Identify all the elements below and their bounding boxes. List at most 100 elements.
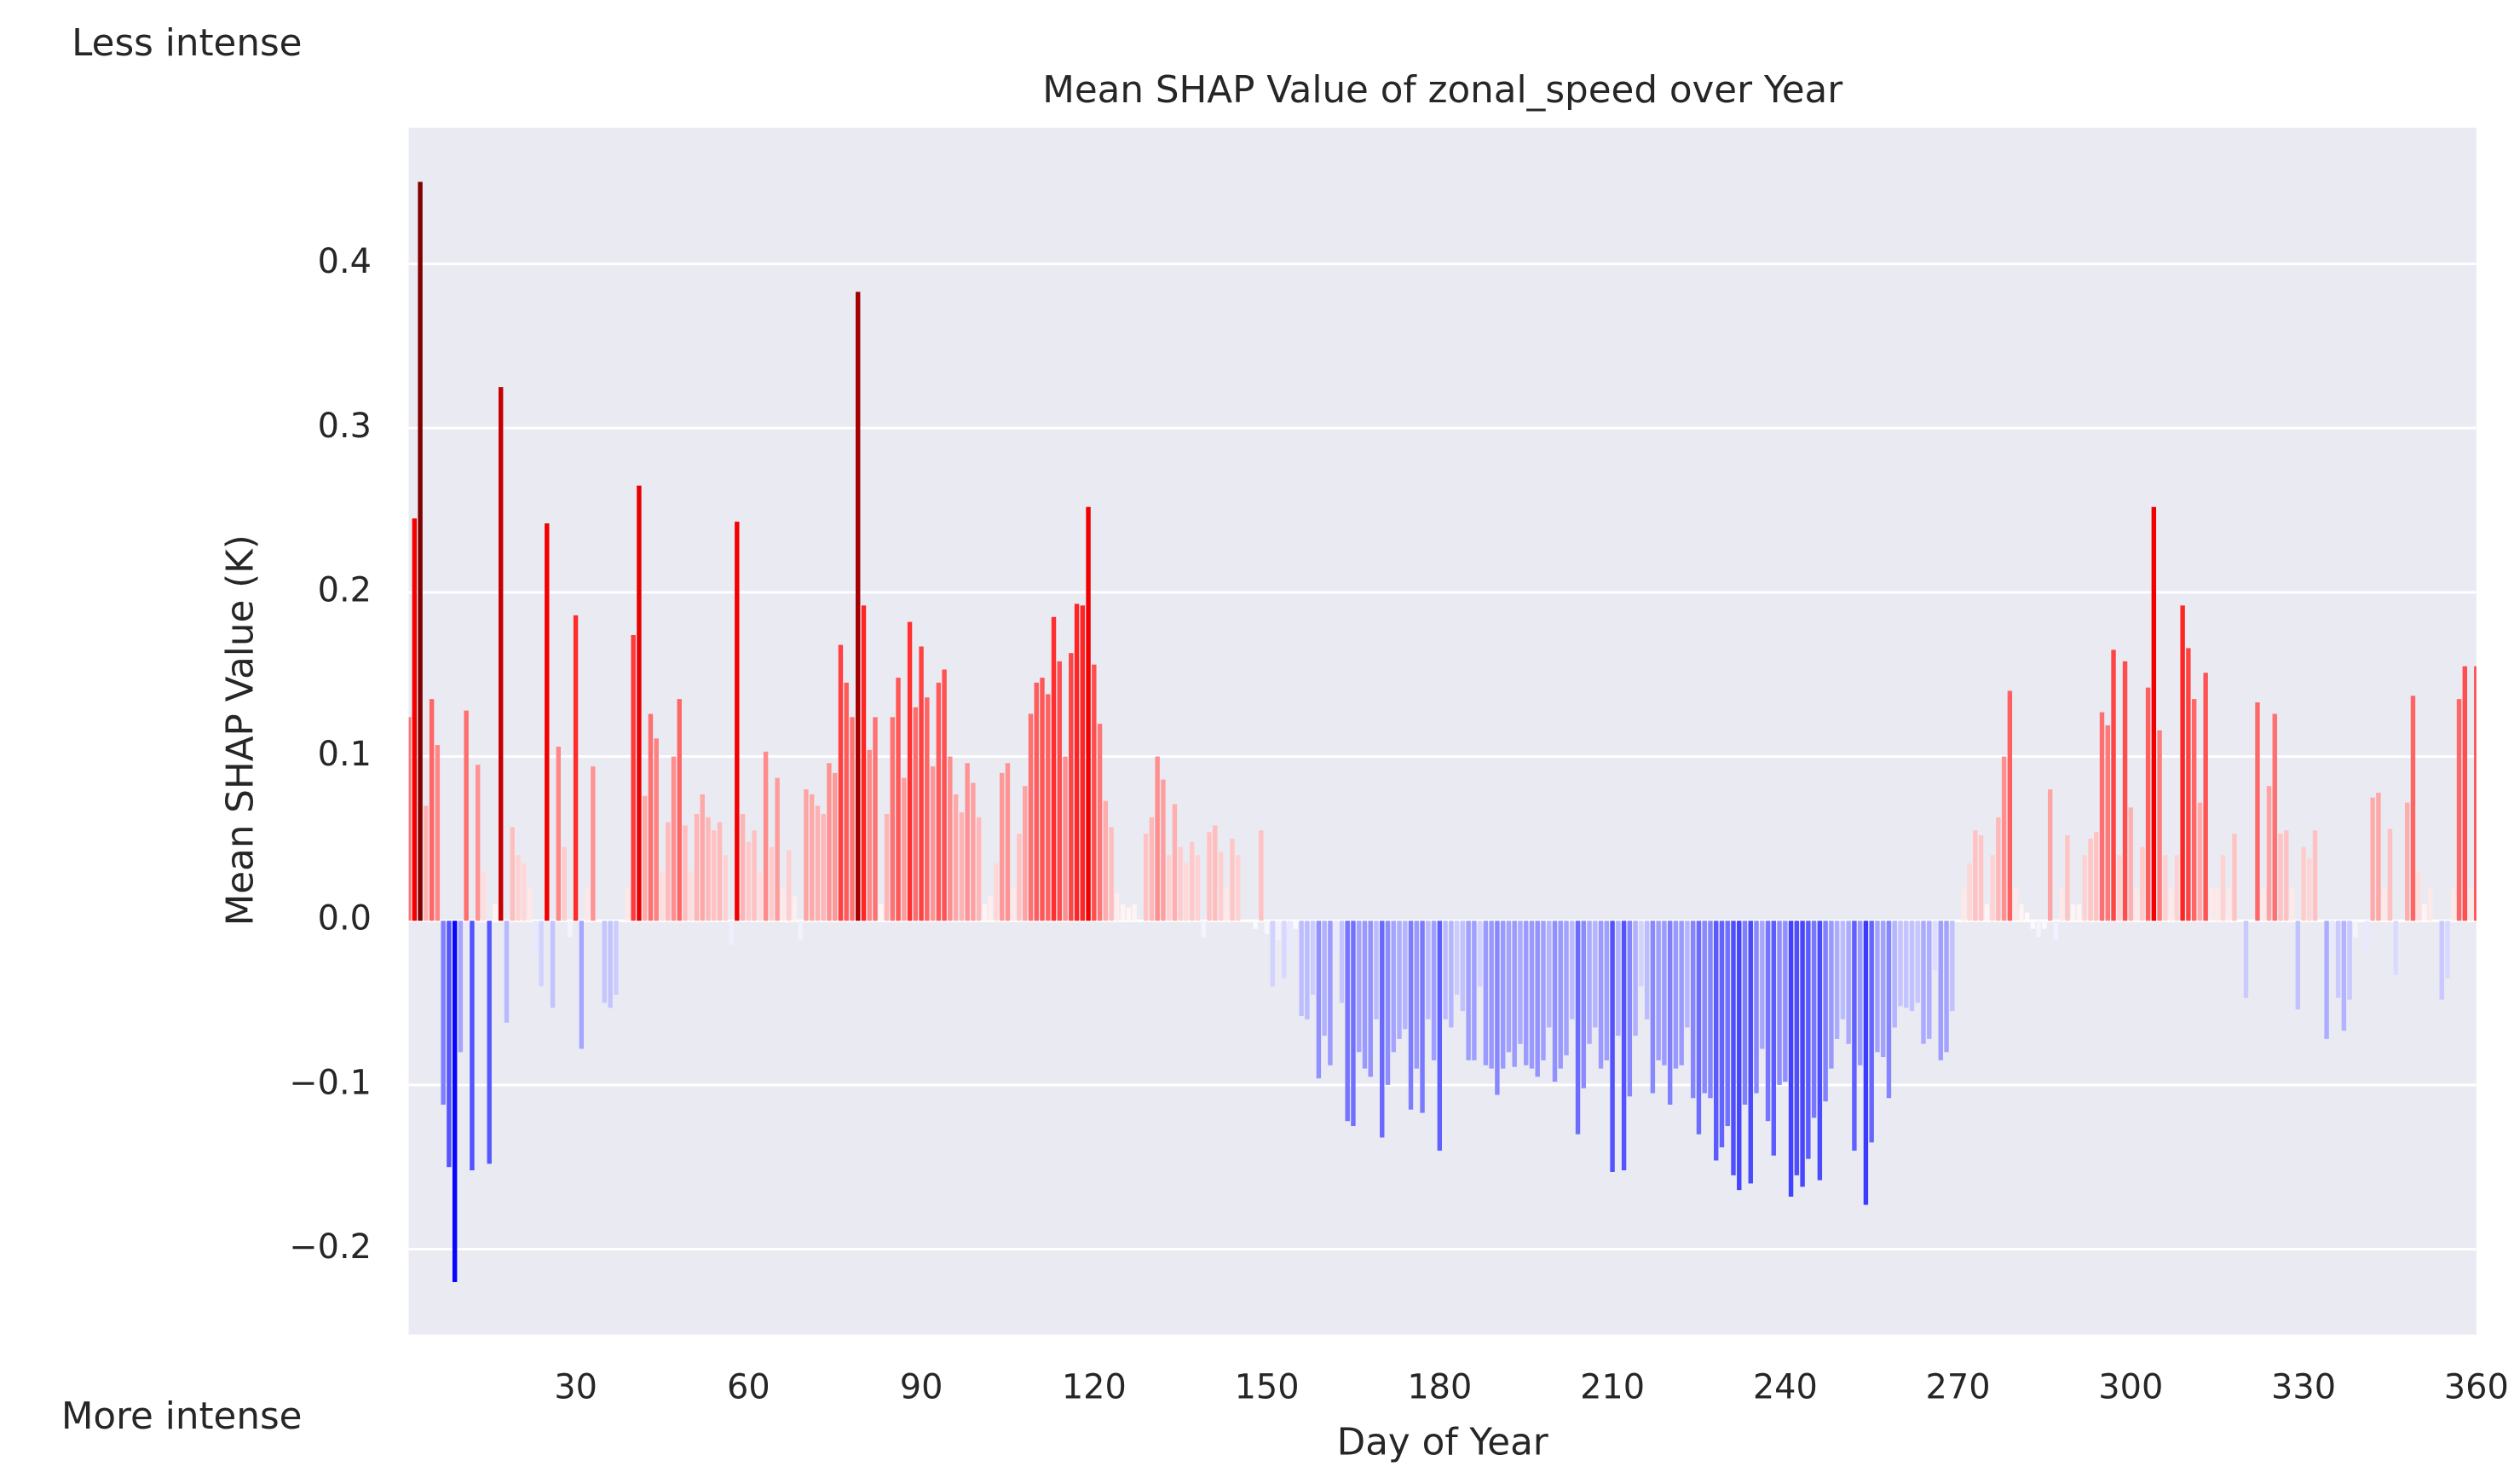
bar xyxy=(1466,921,1471,1060)
bar xyxy=(533,921,538,954)
bar xyxy=(1731,921,1736,1175)
bar xyxy=(2117,855,2122,921)
bar xyxy=(907,621,913,921)
bar xyxy=(1149,817,1155,921)
bar xyxy=(642,795,648,921)
y-tick-label: 0.1 xyxy=(318,735,372,774)
bar xyxy=(2191,699,2197,921)
bar xyxy=(1996,817,2001,921)
bar xyxy=(1783,921,1788,1082)
bar xyxy=(994,863,999,921)
bar xyxy=(2284,830,2289,921)
bar xyxy=(1126,907,1132,921)
bar xyxy=(2094,832,2099,921)
bar xyxy=(2024,912,2030,921)
x-tick-label: 150 xyxy=(1235,1368,1300,1407)
bar xyxy=(1564,921,1569,1056)
bar xyxy=(873,717,878,921)
bar xyxy=(2203,673,2208,921)
bar xyxy=(1788,921,1794,1197)
bar xyxy=(1915,921,1920,1003)
bar xyxy=(1218,852,1224,921)
bar xyxy=(1593,921,1598,1028)
bar xyxy=(1748,921,1753,1184)
bar xyxy=(2180,605,2185,921)
bar xyxy=(827,763,832,921)
bar xyxy=(2422,904,2427,921)
bar xyxy=(1391,921,1396,1053)
bar xyxy=(786,850,792,921)
bar xyxy=(1754,921,1759,1094)
bar xyxy=(1771,921,1776,1156)
bar xyxy=(2307,858,2312,921)
bar xyxy=(2347,921,2352,1000)
x-tick-label: 30 xyxy=(554,1368,597,1407)
bar xyxy=(2335,921,2341,998)
bar xyxy=(844,682,849,921)
bar xyxy=(752,830,757,921)
bar xyxy=(424,806,429,921)
bar xyxy=(614,921,619,995)
bar xyxy=(982,904,988,921)
bar xyxy=(1558,921,1563,1069)
bar xyxy=(2381,887,2387,921)
bar xyxy=(919,646,924,921)
bar xyxy=(2134,887,2139,921)
bar xyxy=(1950,921,1955,1012)
bar xyxy=(2272,713,2277,921)
bar xyxy=(1667,921,1673,1105)
bar xyxy=(1259,830,1264,921)
bar xyxy=(1069,653,1074,921)
bar xyxy=(1846,921,1851,1044)
bar xyxy=(1437,921,1443,1151)
labels: −0.2 −0.1 0.0 0.1 0.2 0.3 0.4 30 60 90 120 150 180 21… xyxy=(289,242,2508,1406)
bar xyxy=(2145,687,2151,921)
bar xyxy=(1690,921,1696,1099)
bar xyxy=(441,921,446,1105)
bar xyxy=(1685,921,1690,1028)
bar xyxy=(1270,921,1276,987)
x-tick-label: 60 xyxy=(727,1368,770,1407)
bar xyxy=(2157,730,2162,921)
bar xyxy=(1765,921,1771,1122)
bar xyxy=(1921,921,1926,1044)
bar xyxy=(1823,921,1828,1102)
bar xyxy=(1656,921,1661,1060)
bar xyxy=(1708,921,1713,1099)
bar xyxy=(1178,846,1183,921)
bar xyxy=(2168,887,2174,921)
bar xyxy=(815,806,821,921)
bar xyxy=(1696,921,1702,1135)
bar xyxy=(740,813,746,921)
bar xyxy=(1287,921,1293,954)
bar xyxy=(1834,921,1840,1039)
bar xyxy=(475,765,481,921)
bar xyxy=(654,738,659,921)
bar xyxy=(1806,921,1811,1159)
bar xyxy=(2364,921,2370,954)
bar xyxy=(953,794,959,921)
bar xyxy=(499,387,504,921)
bar xyxy=(1074,603,1080,921)
bar xyxy=(1046,694,1051,921)
bar xyxy=(2186,648,2191,921)
bar xyxy=(2266,786,2272,921)
bar xyxy=(671,756,677,921)
bar xyxy=(1034,682,1039,921)
bar xyxy=(1408,921,1414,1110)
bar xyxy=(1477,921,1483,987)
bar xyxy=(1512,921,1517,1067)
bar xyxy=(2232,834,2237,921)
bar xyxy=(1587,921,1592,1044)
bar xyxy=(1973,830,1978,921)
bar xyxy=(585,887,590,921)
bar xyxy=(2128,807,2134,921)
bar xyxy=(2042,921,2047,929)
x-tick-label: 210 xyxy=(1580,1368,1645,1407)
bar xyxy=(1028,713,1034,921)
bar xyxy=(1552,921,1558,1082)
bar xyxy=(1869,921,1874,1143)
bar xyxy=(694,813,700,921)
bar xyxy=(683,825,688,921)
